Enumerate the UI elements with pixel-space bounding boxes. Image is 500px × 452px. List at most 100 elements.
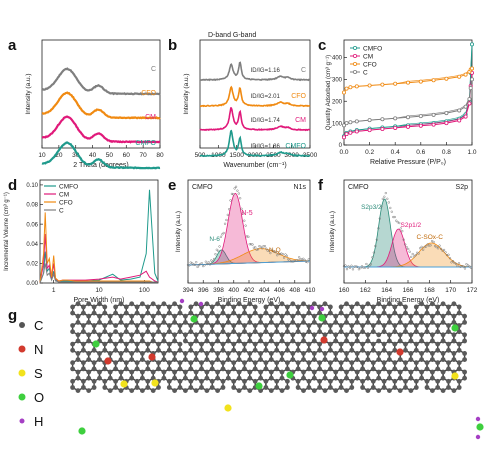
xps-e-datapoint [292,260,295,263]
hydrogen-atom [198,301,204,307]
carbon-atom [166,304,172,310]
carbon-atom [413,323,419,328]
carbon-atom [430,375,435,381]
xps-f-datapoint [375,238,379,241]
carbon-atom [354,375,360,381]
legend-label-C: C [363,69,368,76]
carbon-atom [344,313,349,319]
carbon-atom [231,323,237,328]
carbon-atom [215,301,221,307]
atom-legend-C [19,322,25,328]
carbon-atom [140,351,145,356]
panel-f-xtick-label: 170 [445,287,456,294]
heteroatom-O [78,427,86,435]
carbon-atom [145,341,151,347]
carbon-atom [451,332,457,338]
carbon-atom [129,332,135,338]
carbon-atom [333,313,339,319]
xps-f-datapoint [463,267,467,270]
carbon-atom [392,310,398,316]
xps-f-label-S2p32: S2p3/2 [361,204,382,211]
carbon-atom [360,385,365,390]
carbon-atom [446,366,451,372]
carbon-atom [204,338,210,344]
carbon-atom [236,338,242,344]
xps-f-datapoint [462,265,465,268]
carbon-atom [430,313,435,319]
carbon-atom [134,347,140,353]
xps-f-datapoint [348,266,352,269]
panel-a-xlabel: 2 Theta (degrees) [73,162,129,169]
carbon-atom [328,378,333,384]
carbon-atom [102,310,108,316]
carbon-atom [70,366,75,372]
xps-e-datapoint [221,233,224,236]
carbon-atom [456,329,462,335]
carbon-atom [242,360,247,366]
isotherm-point-C [341,123,346,128]
carbon-atom [338,310,344,316]
carbon-atom [456,341,462,347]
carbon-atom [177,310,183,316]
carbon-atom [247,332,253,338]
carbon-atom [354,369,360,375]
legend-marker-CM [352,54,357,59]
isotherm-point-CM [405,124,410,129]
carbon-atom [225,369,231,375]
carbon-atom [306,310,312,316]
carbon-atom [370,323,376,328]
carbon-atom [387,369,392,375]
carbon-atom [220,378,226,384]
carbon-atom [102,347,108,353]
carbon-atom [419,338,424,344]
carbon-atom [156,341,161,347]
isotherm-point-CM [348,130,353,135]
carbon-atom [435,304,441,310]
xps-f-datapoint [421,248,425,251]
carbon-atom [424,366,430,372]
carbon-atom [338,378,344,384]
carbon-atom [360,378,365,384]
carbon-atom [193,351,199,356]
carbon-atom [365,375,371,381]
carbon-atom [102,378,108,384]
carbon-atom [446,385,451,390]
panel-a-ylabel: Intensity (a.u.) [25,73,32,114]
carbon-atom [166,310,172,316]
graphene-sheet [70,298,484,440]
xps-e-datapoint [237,192,240,195]
carbon-atom [242,341,247,347]
xps-e-datapoint [274,251,277,254]
xps-e-datapoint [280,252,283,255]
carbon-atom [290,332,296,338]
carbon-atom [225,338,231,344]
carbon-atom [150,320,156,325]
carbon-atom [435,366,441,372]
legend-marker-CMFO [352,46,357,51]
carbon-atom [322,351,328,356]
carbon-atom [225,357,231,362]
carbon-atom [188,347,194,353]
carbon-atom [387,320,392,325]
xps-e-datapoint [219,235,223,238]
isotherm-desorb-CM [343,72,473,138]
xps-f-datapoint [469,266,473,269]
carbon-atom [231,304,237,310]
carbon-atom [295,347,301,353]
carbon-atom [322,332,328,338]
carbon-atom [113,304,118,310]
panel-c-xlabel: Relative Pressure (P/P₀) [370,159,446,166]
carbon-atom [75,332,81,338]
carbon-atom [209,366,215,372]
carbon-atom [129,369,135,375]
xps-f-datapoint [372,251,376,254]
carbon-atom [360,347,365,353]
carbon-atom [263,304,269,310]
legend-marker-CFO [352,62,357,67]
panel-f-xtick-label: 164 [381,287,392,294]
carbon-atom [75,338,81,344]
carbon-atom [118,301,124,307]
xrd-label-CMFO: CMFO [135,140,156,147]
carbon-atom [322,375,328,381]
panel-a-letter: a [8,37,17,54]
